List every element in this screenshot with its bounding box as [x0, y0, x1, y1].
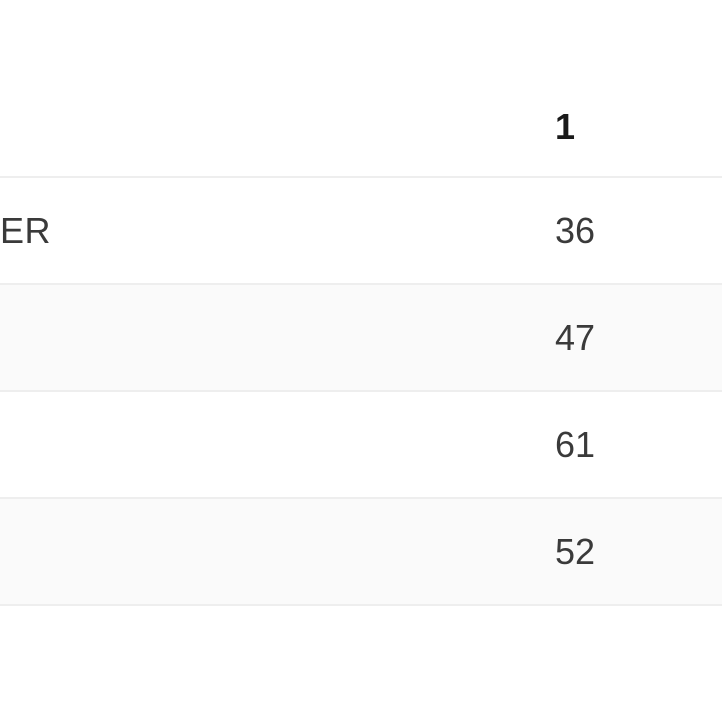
- table-row: ER 36: [0, 178, 722, 285]
- table-row: 61: [0, 392, 722, 499]
- row-value: 52: [555, 531, 722, 573]
- row-label: ER: [0, 210, 555, 252]
- row-value: 47: [555, 317, 722, 359]
- row-value: 61: [555, 424, 722, 466]
- table-row: 47: [0, 285, 722, 392]
- row-value: 36: [555, 210, 722, 252]
- table-row: 52: [0, 499, 722, 606]
- table-header-row: 1: [0, 78, 722, 178]
- data-table: 1 ER 36 47 61 52: [0, 0, 722, 606]
- header-value-cell: 1: [555, 106, 722, 148]
